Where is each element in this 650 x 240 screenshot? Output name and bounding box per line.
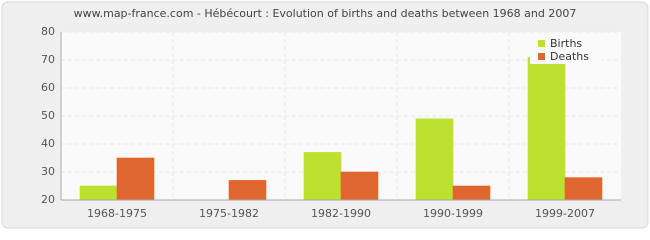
y-tick-label: 30: [41, 165, 55, 178]
bar: [564, 177, 603, 201]
x-tick-label: 1975-1982: [199, 207, 259, 220]
y-tick-label: 40: [41, 137, 55, 150]
chart: www.map-france.com - Hébécourt : Evoluti…: [1, 1, 649, 229]
bar: [340, 171, 379, 201]
legend-swatch: [538, 40, 545, 47]
x-tick-label: 1982-1990: [311, 207, 371, 220]
chart-title: www.map-france.com - Hébécourt : Evoluti…: [74, 7, 577, 20]
bar: [452, 185, 491, 201]
y-tick-label: 80: [41, 25, 55, 38]
legend-swatch: [538, 53, 545, 60]
bar: [527, 56, 566, 201]
bar: [116, 157, 155, 201]
y-tick-label: 50: [41, 109, 55, 122]
legend-label: Births: [550, 37, 582, 50]
x-tick-label: 1968-1975: [87, 207, 147, 220]
bar: [303, 152, 342, 201]
y-tick-label: 60: [41, 81, 55, 94]
x-tick-label: 1999-2007: [535, 207, 595, 220]
bar: [415, 118, 454, 201]
bar: [228, 180, 267, 201]
y-tick-label: 70: [41, 53, 55, 66]
y-tick-label: 20: [41, 193, 55, 206]
legend-label: Deaths: [550, 50, 589, 63]
x-tick-label: 1990-1999: [423, 207, 483, 220]
bar: [79, 185, 118, 201]
